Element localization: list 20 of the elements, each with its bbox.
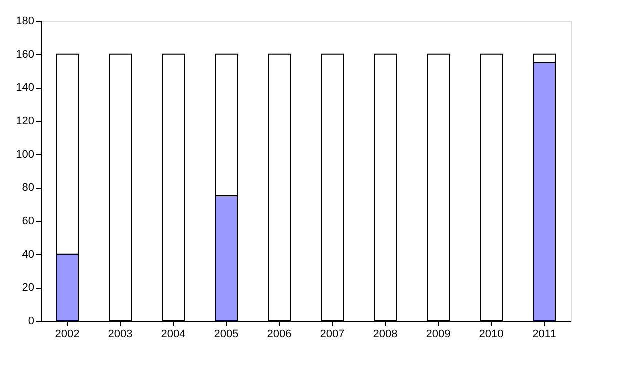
y-tick-label: 100: [16, 148, 34, 161]
x-tick-label: 2010: [479, 328, 504, 340]
x-tick-label: 2002: [55, 328, 80, 340]
y-tick-label: 120: [16, 116, 34, 128]
x-tick-label: 2006: [267, 328, 292, 340]
x-tick-label: 2009: [426, 328, 451, 340]
x-tick-label: 2003: [108, 328, 133, 340]
y-tick-label: 80: [22, 182, 34, 194]
y-tick-label: 140: [16, 82, 34, 94]
y-tick-label: 180: [16, 16, 34, 28]
x-tick-label: 2004: [161, 328, 186, 340]
x-tick-label: 2008: [373, 328, 398, 340]
x-tick-label: 2007: [320, 328, 345, 340]
x-tick-label: 2011: [532, 328, 556, 340]
y-tick-label: 160: [16, 48, 34, 61]
y-tick-label: 40: [22, 248, 34, 261]
y-tick-label: 60: [22, 216, 34, 228]
x-tick-label: 2005: [214, 328, 239, 340]
y-tick-label: 0: [28, 316, 34, 328]
y-tick-label: 20: [22, 282, 34, 294]
